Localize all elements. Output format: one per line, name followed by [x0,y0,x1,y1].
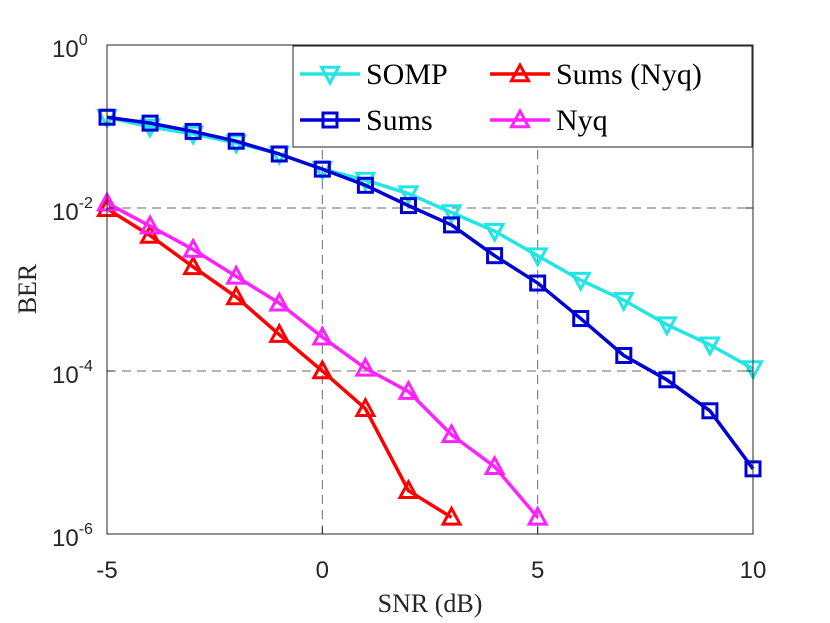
data-point-marker [270,145,288,163]
legend-entry: SOMP [300,58,448,91]
legend-label: SOMP [366,58,448,91]
data-point-marker [313,160,331,178]
y-tick-label: 10-4 [52,358,93,389]
tick-labels: -5 0 5 10 10-6 10-4 10-2 100 [52,32,766,584]
data-point-marker [440,204,463,225]
data-point-marker [508,107,532,129]
data-point-marker [225,284,248,306]
x-tick-label: 0 [316,557,329,584]
data-point-marker [139,118,162,139]
data-point-marker [483,454,506,475]
data-point-marker [311,325,334,346]
y-tick-label: 10-6 [52,521,93,552]
data-point-marker [268,291,291,312]
legend: SOMP Sums Sums (Nyq) Nyq [292,45,753,148]
series-line [106,201,540,519]
data-point-marker [701,402,719,420]
data-point-marker [658,371,676,389]
data-point-marker [397,478,420,499]
legend-label: Nyq [556,104,608,137]
data-point-marker [615,346,633,364]
data-point-marker [612,291,635,313]
plot-frame [106,44,754,535]
data-point-marker [311,358,334,380]
x-tick-label: -5 [96,557,117,584]
legend-entry: Nyq [490,104,608,137]
legend-label: Sums (Nyq) [556,58,702,91]
data-point-marker [354,396,377,417]
data-point-marker [397,185,420,206]
data-point-marker [354,171,377,193]
data-point-marker [354,356,377,377]
legend-entry: Sums (Nyq) [490,58,702,91]
legend-entry: Sums [300,104,433,137]
data-point-marker [399,197,417,215]
data-point-marker [486,247,504,265]
x-tick-label: 10 [740,557,767,584]
data-point-marker [139,214,162,235]
x-tick-label: 5 [531,557,544,584]
series-sums [98,108,762,478]
data-point-marker [508,61,532,83]
data-point-marker [356,176,374,194]
data-point-marker [321,111,339,129]
data-point-marker [141,114,159,132]
data-point-marker [440,505,463,526]
data-point-marker [443,216,461,234]
data-point-marker [572,310,590,328]
series-nyq [95,190,549,526]
data-point-marker [227,132,245,150]
data-point-marker [526,247,549,268]
data-point-marker [698,336,721,357]
data-point-marker [655,316,678,337]
series-layer [95,108,765,526]
data-point-marker [182,254,205,276]
legend-label: Sums [366,104,433,137]
series-line [106,115,754,371]
series-line [106,115,755,470]
y-tick-label: 100 [52,32,88,63]
data-point-marker [397,379,420,400]
data-point-marker [526,505,549,526]
data-point-marker [182,237,205,258]
data-point-marker [569,271,592,293]
data-point-marker [268,322,291,343]
data-point-marker [529,274,547,292]
series-line [106,207,453,519]
data-point-marker [318,65,342,87]
data-point-marker [184,122,202,140]
data-point-marker [225,264,248,285]
x-axis-title: SNR (dB) [378,589,483,618]
legend-box [292,45,753,148]
y-axis-title: BER [13,263,42,314]
data-point-marker [440,422,463,444]
data-point-marker [483,222,506,244]
y-tick-label: 10-2 [52,195,93,226]
data-point-marker [182,125,205,147]
data-point-marker [139,223,162,244]
